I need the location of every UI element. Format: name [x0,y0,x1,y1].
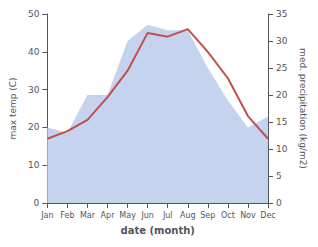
svg-text:Jan: Jan [40,211,53,220]
svg-text:May: May [119,211,136,220]
svg-text:0: 0 [34,198,40,208]
svg-text:50: 50 [28,9,40,19]
svg-text:10: 10 [276,144,288,154]
svg-text:max temp (C): max temp (C) [8,77,18,139]
svg-text:date (month): date (month) [120,225,194,236]
svg-text:Aug: Aug [180,211,196,220]
svg-text:25: 25 [276,63,287,73]
svg-text:med. precipitation (kg/m2): med. precipitation (kg/m2) [298,48,308,169]
svg-text:Apr: Apr [101,211,116,220]
svg-text:Oct: Oct [221,211,235,220]
svg-text:Jul: Jul [162,211,173,220]
svg-text:40: 40 [28,47,40,57]
svg-text:20: 20 [276,90,288,100]
svg-text:Nov: Nov [240,211,256,220]
svg-text:Mar: Mar [80,211,96,220]
svg-text:0: 0 [276,198,282,208]
svg-text:35: 35 [276,9,287,19]
svg-text:10: 10 [28,160,40,170]
svg-text:30: 30 [28,85,40,95]
svg-text:Dec: Dec [260,211,275,220]
svg-text:20: 20 [28,122,40,132]
svg-text:Sep: Sep [200,211,215,220]
svg-text:5: 5 [276,171,282,181]
svg-text:30: 30 [276,36,288,46]
svg-text:15: 15 [276,117,287,127]
svg-text:Jun: Jun [140,211,154,220]
svg-text:Feb: Feb [60,211,74,220]
